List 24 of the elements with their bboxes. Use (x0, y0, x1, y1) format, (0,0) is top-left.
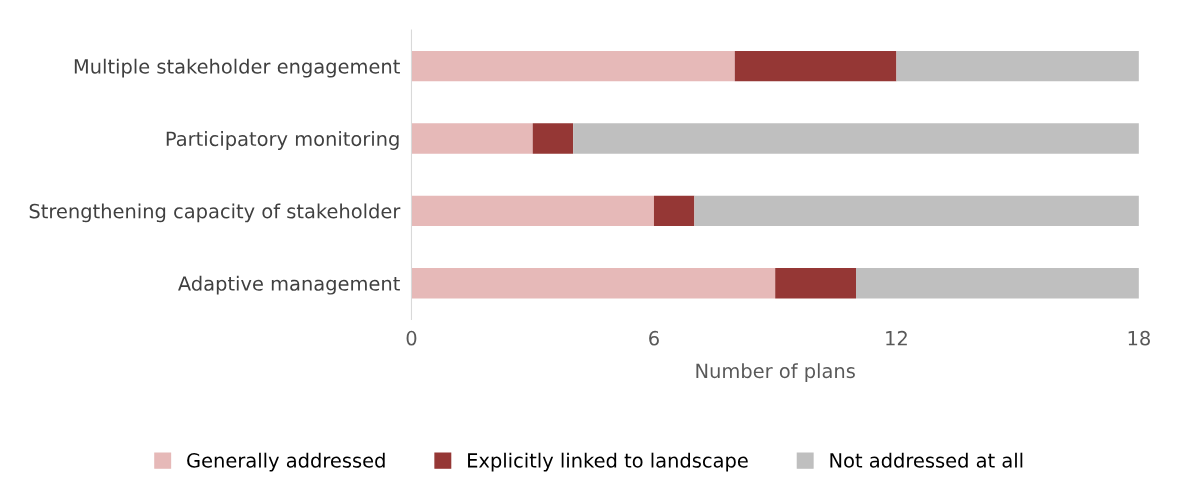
x-tick-label: 18 (1128, 330, 1150, 346)
bar (411, 123, 533, 154)
bar (411, 267, 776, 299)
x-axis-title: Number of plans (696, 363, 855, 382)
bar (411, 50, 735, 82)
y-tick-label: Multiple stakeholder engagement (74, 58, 400, 78)
bar (694, 195, 1139, 227)
bar (532, 123, 574, 154)
bar (856, 267, 1139, 299)
x-tick-label: 12 (886, 330, 907, 346)
bar (653, 195, 695, 227)
y-tick-label: Participatory monitoring (166, 131, 399, 150)
bar (896, 50, 1139, 82)
bar (734, 50, 897, 82)
y-tick-label: Adaptive management (178, 275, 400, 295)
bar (411, 195, 654, 227)
x-tick-label: 6 (649, 330, 659, 346)
x-tick-label: 0 (406, 330, 417, 346)
bar (573, 123, 1139, 154)
bar (775, 267, 857, 299)
legend-label: Explicitly linked to landscape (468, 452, 748, 472)
legend-label: Generally addressed (187, 452, 385, 472)
legend-label: Not addressed at all (830, 452, 1023, 468)
y-tick-label: Strengthening capacity of stakeholder (29, 203, 401, 223)
